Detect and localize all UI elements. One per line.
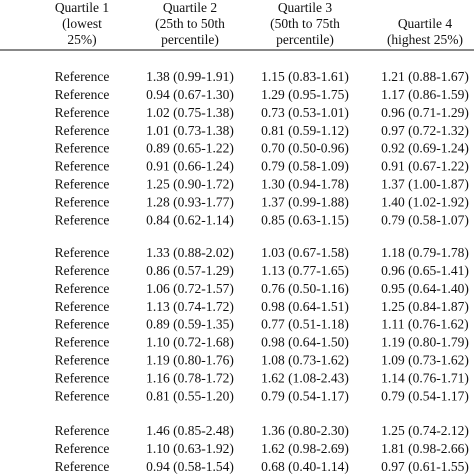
estimate-cell: 0.79 (0.54-1.17) [381, 388, 469, 403]
reference-cell: Reference [55, 87, 110, 102]
estimate-cell: 0.79 (0.58-1.07) [381, 212, 469, 227]
estimate-cell: 1.81 (0.98-2.66) [381, 441, 469, 456]
estimate-cell: 1.02 (0.75-1.38) [146, 105, 234, 120]
estimate-cell: 0.96 (0.65-1.41) [381, 263, 469, 278]
column-header: Quartile 3 [278, 0, 333, 15]
reference-cell: Reference [55, 141, 110, 156]
estimate-cell: 0.92 (0.69-1.24) [381, 141, 469, 156]
column-header: Quartile 1 [55, 0, 109, 15]
estimate-cell: 1.13 (0.74-1.72) [146, 299, 234, 314]
estimate-cell: 0.76 (0.50-1.16) [261, 281, 349, 296]
reference-cell: Reference [55, 263, 110, 278]
estimate-cell: 0.89 (0.59-1.35) [146, 317, 234, 332]
estimate-cell: 1.62 (0.98-2.69) [261, 441, 349, 456]
estimate-cell: 0.79 (0.54-1.17) [261, 388, 349, 403]
estimate-cell: 1.19 (0.80-1.76) [146, 352, 234, 367]
reference-cell: Reference [55, 335, 110, 350]
column-header: Quartile 4 [398, 16, 453, 31]
estimate-cell: 1.29 (0.95-1.75) [261, 87, 349, 102]
estimate-cell: 0.89 (0.65-1.22) [146, 141, 234, 156]
estimate-cell: 1.09 (0.73-1.62) [381, 352, 469, 367]
reference-cell: Reference [55, 159, 110, 174]
estimate-cell: 1.08 (0.73-1.62) [261, 352, 349, 367]
estimate-cell: 0.86 (0.57-1.29) [146, 263, 234, 278]
estimate-cell: 1.46 (0.85-2.48) [146, 423, 234, 438]
reference-cell: Reference [55, 388, 110, 403]
reference-cell: Reference [55, 459, 110, 474]
reference-cell: Reference [55, 245, 110, 260]
estimate-cell: 1.25 (0.84-1.87) [381, 299, 469, 314]
estimate-cell: 1.25 (0.90-1.72) [146, 176, 234, 191]
estimate-cell: 0.81 (0.55-1.20) [146, 388, 234, 403]
column-header: 25%) [67, 32, 96, 47]
reference-cell: Reference [55, 352, 110, 367]
estimate-cell: 1.10 (0.72-1.68) [146, 335, 234, 350]
reference-cell: Reference [55, 123, 110, 138]
reference-cell: Reference [55, 299, 110, 314]
estimate-cell: 0.91 (0.66-1.24) [146, 159, 234, 174]
estimate-cell: 0.98 (0.64-1.51) [261, 299, 349, 314]
estimate-cell: 1.37 (0.99-1.88) [261, 194, 349, 209]
estimate-cell: 0.85 (0.63-1.15) [261, 212, 349, 227]
estimate-cell: 1.18 (0.79-1.78) [381, 245, 469, 260]
estimate-cell: 0.97 (0.61-1.55) [381, 459, 469, 474]
reference-cell: Reference [55, 194, 110, 209]
column-header: (25th to 50th [155, 16, 225, 31]
column-header: percentile) [161, 32, 219, 47]
estimate-cell: 1.36 (0.80-2.30) [261, 423, 349, 438]
estimate-cell: 0.94 (0.67-1.30) [146, 87, 234, 102]
estimate-cell: 1.03 (0.67-1.58) [261, 245, 349, 260]
estimate-cell: 0.97 (0.72-1.32) [381, 123, 469, 138]
estimate-cell: 1.33 (0.88-2.02) [146, 245, 234, 260]
reference-cell: Reference [55, 423, 110, 438]
estimate-cell: 0.94 (0.58-1.54) [146, 459, 234, 474]
estimate-cell: 1.62 (1.08-2.43) [261, 370, 349, 385]
estimate-cell: 0.91 (0.67-1.22) [381, 159, 469, 174]
estimate-cell: 1.21 (0.88-1.67) [381, 69, 469, 84]
estimate-cell: 1.15 (0.83-1.61) [261, 69, 349, 84]
estimate-cell: 0.98 (0.64-1.50) [261, 335, 349, 350]
estimate-cell: 1.30 (0.94-1.78) [261, 176, 349, 191]
estimate-cell: 0.73 (0.53-1.01) [261, 105, 349, 120]
estimate-cell: 0.79 (0.58-1.09) [261, 159, 349, 174]
estimate-cell: 1.17 (0.86-1.59) [381, 87, 469, 102]
estimate-cell: 0.81 (0.59-1.12) [261, 123, 349, 138]
estimate-cell: 1.14 (0.76-1.71) [381, 370, 469, 385]
estimate-cell: 1.10 (0.63-1.92) [146, 441, 234, 456]
estimate-cell: 0.77 (0.51-1.18) [261, 317, 349, 332]
estimate-cell: 1.38 (0.99-1.91) [146, 69, 234, 84]
estimate-cell: 1.11 (0.76-1.62) [381, 317, 468, 332]
estimate-cell: 1.13 (0.77-1.65) [261, 263, 349, 278]
reference-cell: Reference [55, 69, 110, 84]
estimate-cell: 0.84 (0.62-1.14) [146, 212, 234, 227]
estimate-cell: 1.28 (0.93-1.77) [146, 194, 234, 209]
estimate-cell: 1.40 (1.02-1.92) [381, 194, 469, 209]
column-header: percentile) [276, 32, 334, 47]
estimate-cell: 1.25 (0.74-2.12) [381, 423, 469, 438]
column-header: Quartile 2 [163, 0, 217, 15]
reference-cell: Reference [55, 281, 110, 296]
estimate-cell: 1.16 (0.78-1.72) [146, 370, 234, 385]
column-header: (lowest [62, 16, 102, 31]
estimate-cell: 1.01 (0.73-1.38) [146, 123, 234, 138]
estimate-cell: 0.70 (0.50-0.96) [261, 141, 349, 156]
estimate-cell: 0.68 (0.40-1.14) [261, 459, 349, 474]
estimate-cell: 1.19 (0.80-1.79) [381, 335, 469, 350]
column-header: (highest 25%) [387, 32, 463, 47]
reference-cell: Reference [55, 317, 110, 332]
reference-cell: Reference [55, 212, 110, 227]
column-header: (50th to 75th [270, 16, 340, 31]
estimate-cell: 0.95 (0.64-1.40) [381, 281, 469, 296]
reference-cell: Reference [55, 441, 110, 456]
estimate-cell: 1.37 (1.00-1.87) [381, 176, 469, 191]
reference-cell: Reference [55, 370, 110, 385]
reference-cell: Reference [55, 176, 110, 191]
estimate-cell: 1.06 (0.72-1.57) [146, 281, 234, 296]
estimate-cell: 0.96 (0.71-1.29) [381, 105, 469, 120]
reference-cell: Reference [55, 105, 110, 120]
